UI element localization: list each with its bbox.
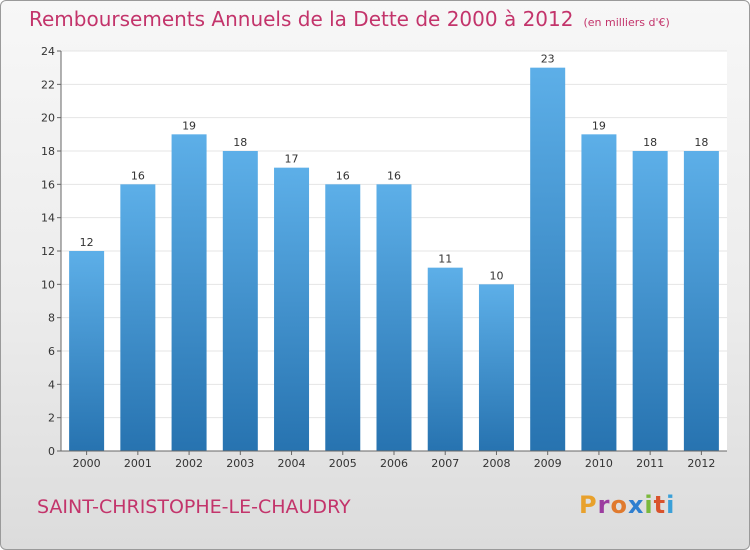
y-tick-label: 4 — [48, 378, 55, 391]
title-text: Remboursements Annuels de la Dette de 20… — [29, 7, 574, 31]
bar-value-label: 12 — [80, 236, 94, 249]
bar — [222, 151, 258, 451]
y-tick-label: 8 — [48, 312, 55, 325]
y-tick-label: 24 — [41, 45, 55, 58]
y-tick-label: 2 — [48, 412, 55, 425]
bar — [427, 267, 463, 451]
bar-value-label: 18 — [643, 136, 657, 149]
bar-value-label: 19 — [592, 119, 606, 132]
town-name: SAINT-CHRISTOPHE-LE-CHAUDRY — [37, 496, 351, 518]
logo-letter: x — [627, 491, 645, 519]
x-tick-label: 2004 — [278, 457, 306, 470]
bar — [683, 151, 719, 451]
logo-letter: i — [666, 491, 676, 519]
bar — [274, 167, 310, 451]
y-tick-label: 14 — [41, 212, 55, 225]
x-tick-label: 2006 — [380, 457, 408, 470]
x-tick-label: 2005 — [329, 457, 357, 470]
x-tick-label: 2011 — [636, 457, 664, 470]
logo-letter: r — [597, 491, 611, 519]
x-tick-label: 2007 — [431, 457, 459, 470]
bar-value-label: 19 — [182, 119, 196, 132]
bar — [376, 184, 412, 452]
bar — [171, 134, 207, 452]
bar-value-label: 23 — [541, 53, 555, 66]
y-tick-label: 18 — [41, 145, 55, 158]
unit-subtitle: (en milliers d'€) — [583, 16, 670, 29]
y-tick-label: 12 — [41, 245, 55, 258]
bar-value-label: 16 — [387, 169, 401, 182]
logo-letter: P — [579, 491, 598, 519]
x-tick-label: 2002 — [175, 457, 203, 470]
x-tick-label: 2001 — [124, 457, 152, 470]
bar-value-label: 18 — [694, 136, 708, 149]
bar — [530, 67, 566, 452]
bars: 12 16 19 18 17 16 16 11 10 23 19 18 18 — [69, 53, 719, 452]
x-tick-label: 2012 — [687, 457, 715, 470]
y-tick-label: 6 — [48, 345, 55, 358]
x-tick-label: 2000 — [73, 457, 101, 470]
bar-value-label: 16 — [336, 169, 350, 182]
x-tick-label: 2008 — [482, 457, 510, 470]
y-tick-label: 16 — [41, 178, 55, 191]
bar-value-label: 17 — [285, 153, 299, 166]
x-tick-label: 2010 — [585, 457, 613, 470]
bar-value-label: 18 — [233, 136, 247, 149]
bar — [632, 151, 668, 451]
bar-value-label: 11 — [438, 253, 452, 266]
bar — [581, 134, 617, 452]
logo-letter: i — [644, 491, 654, 519]
logo-letter: t — [653, 491, 667, 519]
bar — [120, 184, 156, 452]
x-tick-label: 2003 — [226, 457, 254, 470]
y-tick-label: 10 — [41, 278, 55, 291]
proxiti-logo: Proxiti — [579, 491, 675, 519]
bar-value-label: 10 — [489, 269, 503, 282]
bar — [325, 184, 361, 452]
y-tick-label: 0 — [48, 445, 55, 458]
x-tick-label: 2009 — [534, 457, 562, 470]
y-tick-label: 20 — [41, 112, 55, 125]
bar — [478, 284, 514, 451]
logo-letter: o — [610, 491, 628, 519]
bar — [69, 251, 105, 451]
y-tick-label: 22 — [41, 78, 55, 91]
chart-title: Remboursements Annuels de la Dette de 20… — [29, 7, 670, 31]
bar-value-label: 16 — [131, 169, 145, 182]
